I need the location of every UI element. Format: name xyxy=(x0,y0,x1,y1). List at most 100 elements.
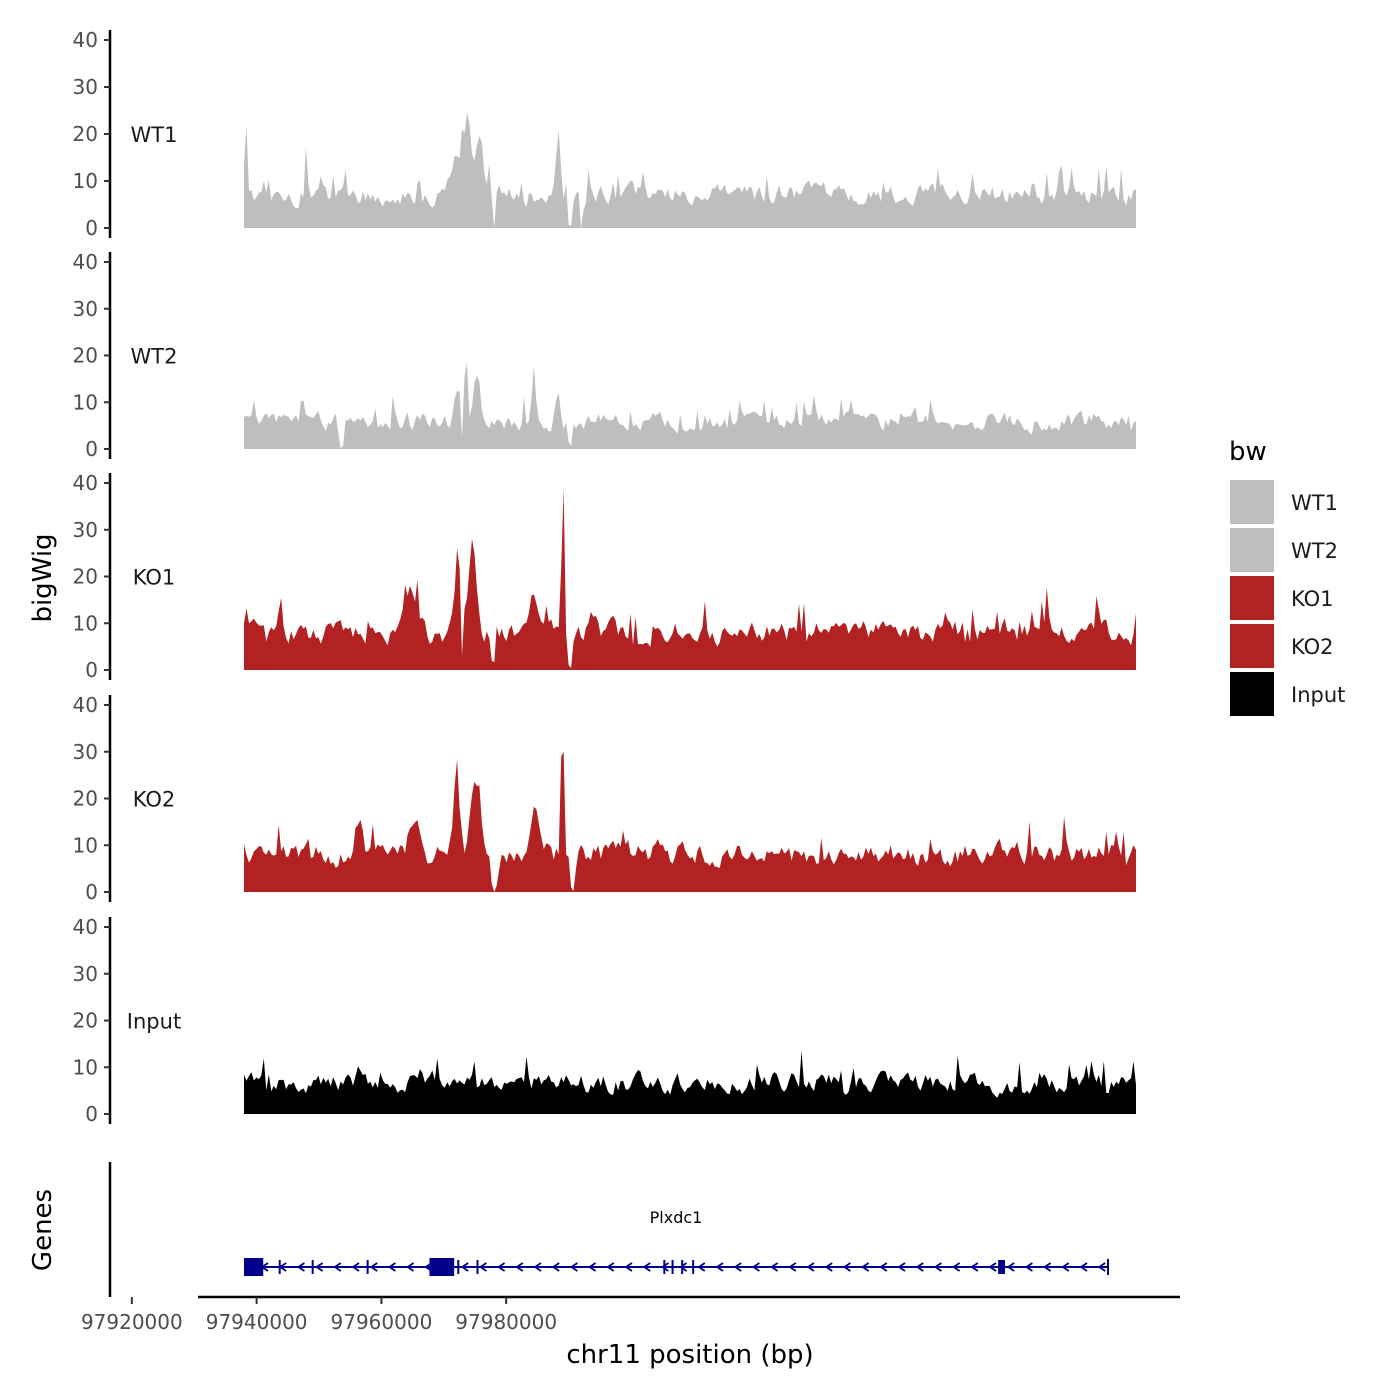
exon-block xyxy=(998,1260,1005,1274)
coverage-area-input xyxy=(244,1050,1136,1114)
strand-arrow xyxy=(951,1262,961,1272)
strand-arrow xyxy=(824,1262,833,1272)
x-tick-label: 97960000 xyxy=(331,1310,433,1334)
strand-arrow xyxy=(860,1262,870,1272)
track-ko2: 0 10 20 30 40 KO2 xyxy=(73,693,1136,904)
track-label: Input xyxy=(127,1010,181,1034)
exon-block xyxy=(429,1258,455,1276)
strand-arrow xyxy=(733,1262,742,1272)
y-axis-title: bigWig xyxy=(28,533,58,622)
gene-panel: Plxdc1 xyxy=(108,1162,1109,1297)
coverage-area-ko2 xyxy=(244,751,1136,892)
strand-arrow xyxy=(915,1262,924,1272)
y-tick-label: 10 xyxy=(73,611,98,635)
strand-arrow xyxy=(496,1262,506,1272)
strand-arrow xyxy=(697,1262,706,1272)
x-tick-label: 97980000 xyxy=(455,1310,557,1334)
y-tick-label: 30 xyxy=(73,740,98,764)
track-label: WT1 xyxy=(131,123,178,147)
strand-arrow xyxy=(879,1262,888,1272)
track-ko1: 0 10 20 30 40 KO1 xyxy=(73,471,1136,682)
strand-arrow xyxy=(460,1262,469,1272)
y-tick-label: 10 xyxy=(73,1055,98,1079)
x-tick-label: 97940000 xyxy=(206,1310,308,1334)
strand-arrow xyxy=(296,1262,305,1272)
track-label: WT2 xyxy=(131,345,178,369)
legend-label-ko1: KO1 xyxy=(1291,587,1334,611)
strand-arrow xyxy=(788,1262,797,1272)
strand-arrow xyxy=(387,1262,396,1272)
gene-name-label: Plxdc1 xyxy=(650,1208,703,1227)
strand-arrow xyxy=(405,1262,415,1272)
y-tick-label: 20 xyxy=(73,1009,98,1033)
strand-arrow xyxy=(988,1262,997,1272)
exon-block xyxy=(244,1258,264,1276)
track-wt2: 0 10 20 30 40 WT2 xyxy=(73,250,1136,461)
legend-swatch-ko1 xyxy=(1230,576,1274,620)
strand-arrow xyxy=(333,1262,342,1272)
y-tick-label: 30 xyxy=(73,297,98,321)
y-tick-label: 40 xyxy=(73,693,98,717)
track-label: KO1 xyxy=(133,566,176,590)
x-axis-title: chr11 position (bp) xyxy=(566,1340,813,1370)
y-tick-label: 20 xyxy=(73,787,98,811)
strand-arrow xyxy=(533,1262,542,1272)
y-tick-label: 0 xyxy=(85,658,98,682)
y-tick-label: 30 xyxy=(73,75,98,99)
y-tick-label: 10 xyxy=(73,833,98,857)
y-tick-label: 10 xyxy=(73,390,98,414)
strand-arrow xyxy=(751,1262,760,1272)
coverage-tracks: 0 10 20 30 40 WT1 0 10 20 30 40 WT2 0 10 20 30 40 KO1 0 10 2… xyxy=(73,28,1136,1126)
legend-label-wt2: WT2 xyxy=(1291,539,1338,563)
track-input: 0 10 20 30 40 Input xyxy=(73,915,1136,1126)
y-tick-label: 20 xyxy=(73,565,98,589)
strand-arrow xyxy=(551,1262,560,1272)
strand-arrow xyxy=(842,1262,851,1272)
y-tick-label: 20 xyxy=(73,122,98,146)
coverage-area-wt2 xyxy=(244,362,1136,449)
y-tick-label: 0 xyxy=(85,880,98,904)
strand-arrow xyxy=(515,1262,524,1272)
y-tick-label: 0 xyxy=(85,1102,98,1126)
y-tick-label: 40 xyxy=(73,471,98,495)
coverage-area-wt1 xyxy=(244,112,1136,228)
legend: bw WT1 WT2 KO1 KO2 Input xyxy=(1229,437,1345,716)
strand-arrow xyxy=(933,1262,942,1272)
y-tick-label: 40 xyxy=(73,250,98,274)
strand-arrow xyxy=(1006,1262,1015,1272)
legend-label-ko2: KO2 xyxy=(1291,635,1334,659)
strand-arrow xyxy=(1042,1262,1052,1272)
track-wt1: 0 10 20 30 40 WT1 xyxy=(73,28,1136,240)
legend-swatch-wt2 xyxy=(1230,528,1274,572)
strand-arrow xyxy=(970,1262,979,1272)
legend-swatch-input xyxy=(1230,672,1274,716)
strand-arrow xyxy=(806,1262,815,1272)
strand-arrow xyxy=(1061,1262,1070,1272)
strand-arrow xyxy=(606,1262,615,1272)
legend-swatch-wt1 xyxy=(1230,480,1274,524)
y-tick-label: 20 xyxy=(73,344,98,368)
strand-arrow xyxy=(624,1262,633,1272)
strand-arrow xyxy=(1079,1262,1088,1272)
genes-axis-title: Genes xyxy=(28,1189,58,1271)
x-tick-label: 97920000 xyxy=(81,1310,183,1334)
y-tick-label: 40 xyxy=(73,28,98,52)
strand-arrow xyxy=(478,1262,487,1272)
strand-arrow xyxy=(587,1262,597,1272)
legend-label-input: Input xyxy=(1291,683,1345,707)
y-tick-label: 40 xyxy=(73,915,98,939)
strand-arrow xyxy=(678,1262,688,1272)
strand-arrow xyxy=(1024,1262,1033,1272)
coverage-area-ko1 xyxy=(244,488,1136,670)
legend-swatch-ko2 xyxy=(1230,624,1274,668)
strand-arrow xyxy=(715,1262,724,1272)
strand-arrow xyxy=(642,1262,651,1272)
y-tick-label: 10 xyxy=(73,169,98,193)
legend-title: bw xyxy=(1229,437,1267,467)
y-tick-label: 0 xyxy=(85,437,98,461)
strand-arrow xyxy=(369,1262,378,1272)
y-tick-label: 30 xyxy=(73,518,98,542)
strand-arrow xyxy=(314,1262,324,1272)
strand-arrow xyxy=(1097,1262,1106,1272)
